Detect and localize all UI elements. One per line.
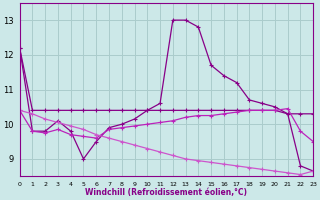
X-axis label: Windchill (Refroidissement éolien,°C): Windchill (Refroidissement éolien,°C): [85, 188, 247, 197]
